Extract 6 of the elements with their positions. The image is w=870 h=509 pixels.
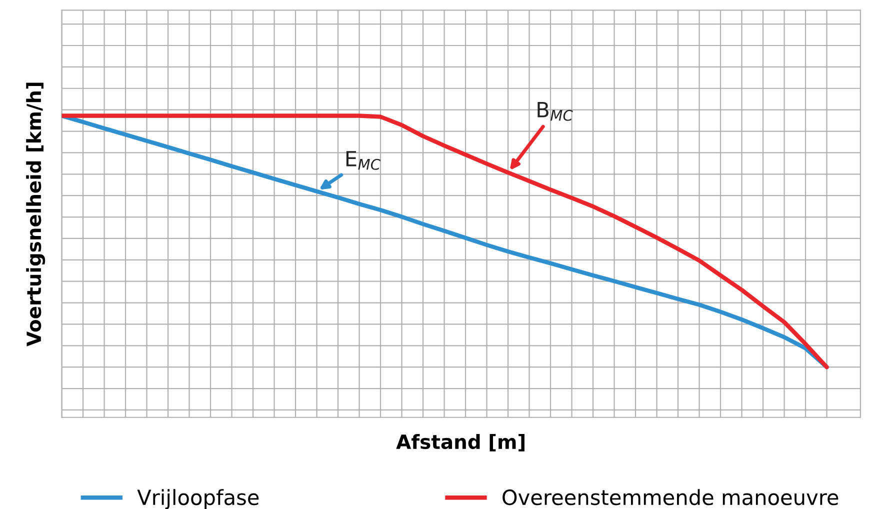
y-axis-title: Voertuigsnelheid [km/h] <box>26 82 46 346</box>
legend-label: Vrijloopfase <box>137 489 259 509</box>
x-axis-title: Afstand [m] <box>396 434 524 452</box>
annotation: B$_{MC}$ <box>538 102 573 121</box>
annotation: E$_{MC}$ <box>346 151 380 170</box>
legend-label: Overeenstemmende manoeuvre <box>502 489 838 506</box>
